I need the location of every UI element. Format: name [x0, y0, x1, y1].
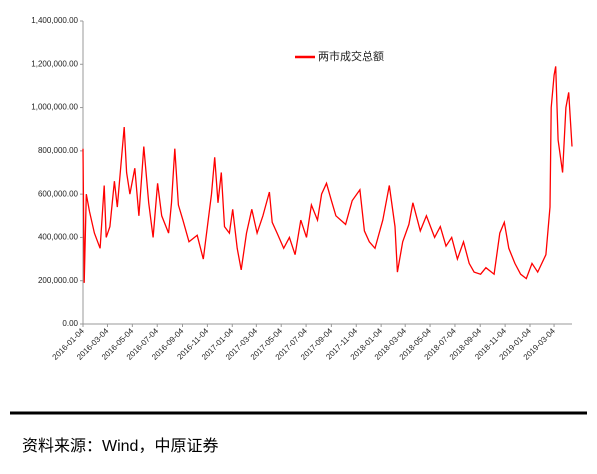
y-tick-label: 1,400,000.00: [31, 16, 78, 25]
data-line: [82, 66, 573, 283]
source-note: 资料来源：Wind，中原证券: [22, 437, 218, 455]
y-tick-label: 200,000.00: [38, 276, 79, 285]
y-tick-label: 1,000,000.00: [31, 103, 78, 112]
legend-label: 两市成交总额: [318, 49, 384, 63]
y-tick-label: 800,000.00: [38, 146, 79, 155]
y-tick-label: 1,200,000.00: [31, 59, 78, 68]
y-tick-label: 0.00: [62, 319, 78, 328]
y-tick-label: 600,000.00: [38, 189, 79, 198]
y-tick-label: 400,000.00: [38, 233, 79, 242]
